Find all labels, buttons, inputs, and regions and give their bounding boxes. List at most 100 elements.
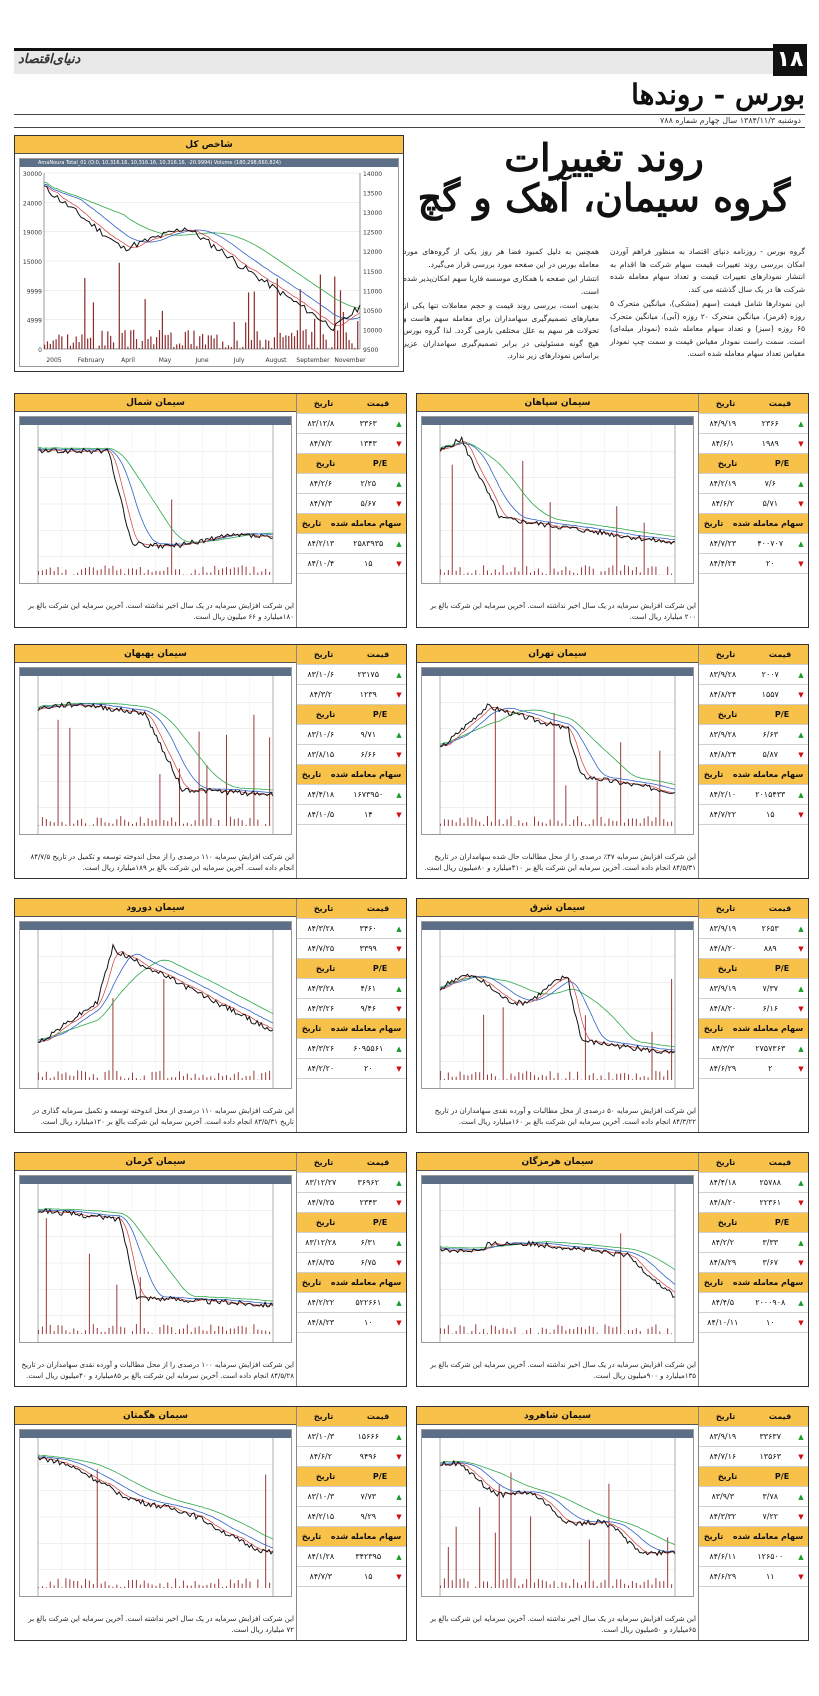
- price-date: ۸۴/۶/۱: [711, 439, 735, 448]
- stock-chart-topbar: [20, 922, 291, 930]
- volume-bar: [584, 1329, 586, 1334]
- volume-bar: [179, 569, 180, 575]
- volume-bar: [635, 818, 637, 826]
- arrow-down-icon: ▼: [798, 750, 804, 759]
- volume-bar: [167, 1582, 169, 1588]
- volume-bar: [443, 819, 445, 826]
- volume-bar: [202, 566, 204, 575]
- pe-header: P/E تاریخ: [699, 959, 808, 979]
- volume-bar: [92, 1324, 94, 1334]
- volume-bar: [588, 1075, 590, 1080]
- volume-bar: [261, 1330, 263, 1334]
- volume-bar: [237, 1579, 239, 1588]
- vol-date: ۸۴/۴/۱۸: [307, 790, 335, 799]
- volume-bar: [455, 570, 457, 575]
- volume-bar: [537, 1578, 539, 1588]
- volume-bar: [541, 1074, 543, 1080]
- volume-bar: [463, 823, 465, 826]
- stock-chart-frame: [19, 1175, 292, 1343]
- arrow-down-icon: ▼: [396, 750, 402, 759]
- volume-bar: [647, 568, 649, 575]
- volume-bar: [222, 341, 224, 349]
- arrow-up-icon: ▲: [798, 1238, 804, 1247]
- stock-chart-topbar: [422, 1430, 693, 1438]
- stock-chart: [439, 1438, 676, 1596]
- pe-row: ▲ ۶/۶۳ ۸۳/۹/۲۸: [699, 725, 808, 745]
- volume-bar: [193, 330, 195, 349]
- volume-bar: [261, 1073, 263, 1080]
- volume-bar: [639, 1585, 641, 1588]
- volume-bar: [522, 823, 524, 826]
- price-date: ۸۴/۳/۲: [309, 690, 333, 699]
- volume-bar: [96, 1077, 98, 1080]
- volume-bar: [214, 565, 216, 575]
- volume-bar: [112, 998, 114, 1080]
- volume-bar: [181, 345, 184, 349]
- volume-bar: [565, 566, 567, 575]
- volume-bar: [77, 820, 79, 826]
- volume-bar: [210, 1583, 212, 1588]
- volume-bar: [163, 1586, 165, 1588]
- chart-grid: [38, 1184, 273, 1334]
- volume-bar: [190, 824, 192, 826]
- price-label: قیمت: [768, 650, 792, 659]
- volume-bar: [440, 569, 441, 575]
- volume-bar: [175, 1332, 177, 1334]
- pe-date: ۸۴/۲/۱۵: [307, 1512, 335, 1521]
- volume-bar: [206, 1331, 208, 1334]
- volume-bar: [81, 1585, 83, 1588]
- volume-bar: [354, 347, 356, 349]
- volume-bar: [194, 1581, 196, 1588]
- volume-bar: [128, 1580, 130, 1588]
- stock-chart: [439, 930, 676, 1088]
- volume-bar: [171, 499, 173, 575]
- arrow-up-icon: ▲: [798, 984, 804, 993]
- volume-bar: [245, 566, 247, 575]
- price-date: ۸۳/۹/۲۸: [709, 670, 737, 679]
- price-header: قیمت تاریخ: [699, 645, 808, 665]
- arrow-up-icon: ▲: [396, 1178, 402, 1187]
- stats-table: قیمت تاریخ ▲ ۲۳۱۷۵ ۸۳/۱۰/۶ ▼ ۱۲۳۹ ۸۴/۳/۲…: [296, 645, 406, 878]
- volume-bar: [49, 567, 51, 575]
- volume-bar: [569, 1071, 571, 1080]
- arrow-up-icon: ▲: [798, 1552, 804, 1561]
- price-header: قیمت تاریخ: [297, 1153, 406, 1173]
- volume-bar: [135, 1324, 137, 1334]
- stock-chart-frame: [19, 416, 292, 584]
- volume-bar: [553, 713, 555, 826]
- arrow-down-icon: ▼: [396, 1064, 402, 1073]
- volume-bar: [620, 1233, 622, 1334]
- arrow-down-icon: ▼: [396, 1572, 402, 1581]
- date-label: تاریخ: [315, 964, 336, 973]
- price-line: [37, 943, 274, 1044]
- date-label: تاریخ: [715, 1412, 736, 1421]
- volume-bar: [250, 340, 253, 349]
- capital-note: این شرکت افزایش سرمایه ۱۱۰ درصدی را از م…: [30, 853, 294, 872]
- volume-bar: [179, 1071, 180, 1080]
- price-row: ▲ ۲۰۰۷ ۸۳/۹/۲۸: [699, 665, 808, 685]
- volume-bar: [663, 819, 665, 826]
- stats-table: قیمت تاریخ ▲ ۳۳۶۳۷ ۸۳/۹/۱۹ ▼ ۱۳۵۶۳ ۸۴/۷/…: [698, 1407, 808, 1640]
- volume-bar: [61, 1587, 63, 1588]
- date-label: تاریخ: [315, 1472, 336, 1481]
- vol-date: ۸۴/۲/۲۰: [307, 1064, 335, 1073]
- vol-row: ▲ ۲۰۱۵۴۳۳ ۸۴/۲/۱۰: [699, 785, 808, 805]
- volume-bar: [643, 818, 645, 826]
- volume-bar: [38, 1587, 39, 1588]
- pe-label: P/E: [774, 1218, 790, 1227]
- volume-bar: [483, 1581, 485, 1588]
- arrow-down-icon: ▼: [396, 1452, 402, 1461]
- arrow-up-icon: ▲: [798, 1044, 804, 1053]
- pe-value: ۷/۷۳: [360, 1492, 377, 1501]
- pe-row: ▼ ۵/۷۱ ۸۴/۶/۲: [699, 494, 808, 514]
- price-header: قیمت تاریخ: [297, 899, 406, 919]
- stock-panel: قیمت تاریخ ▲ ۳۴۶۰ ۸۴/۳/۲۸ ▼ ۳۳۹۹ ۸۴/۷/۲۵…: [14, 898, 407, 1133]
- vol-date: ۸۴/۱۰/۴: [307, 559, 335, 568]
- price-line: [37, 1208, 274, 1309]
- capital-note: این شرکت افزایش سرمایه ۵۰ درصدی از محل م…: [434, 1107, 696, 1126]
- volume-bar: [186, 1073, 188, 1080]
- volume-bar: [124, 573, 126, 575]
- price-label: قیمت: [366, 1412, 390, 1421]
- stock-chart-frame: [19, 1429, 292, 1597]
- capital-note: این شرکت افزایش سرمایه در یک سال اخیر ند…: [430, 1615, 696, 1634]
